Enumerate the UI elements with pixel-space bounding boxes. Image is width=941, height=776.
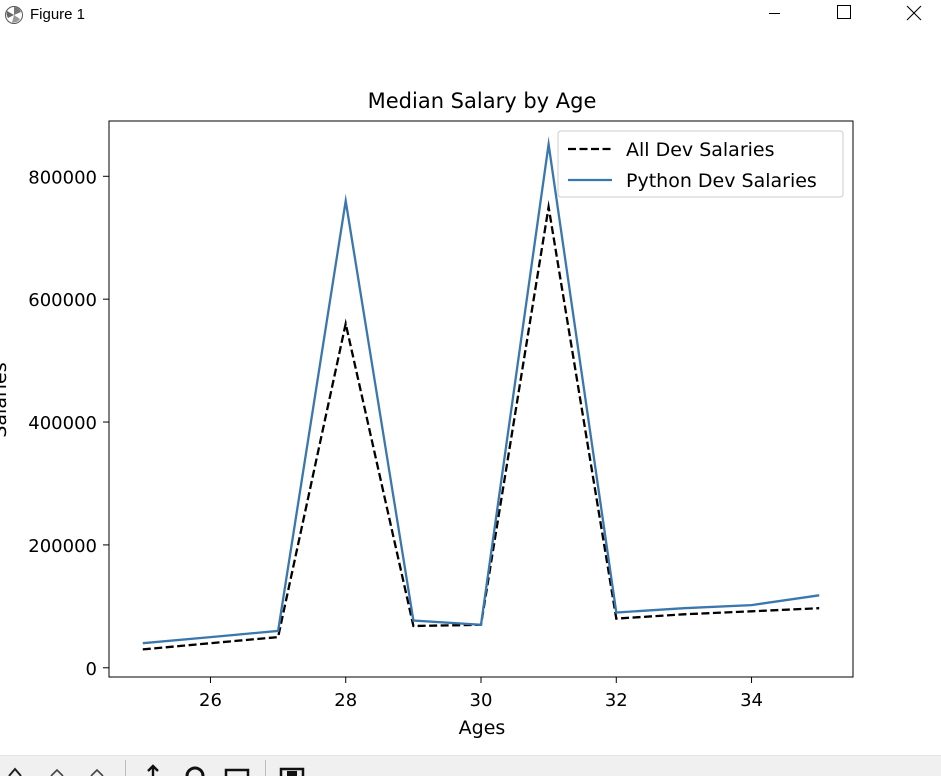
legend-label-all-dev: All Dev Salaries xyxy=(626,139,775,161)
x-axis-label: Ages xyxy=(459,717,506,739)
y-tick-label: 400000 xyxy=(28,413,97,434)
minimize-icon[interactable] xyxy=(752,0,798,30)
y-tick-label: 200000 xyxy=(28,536,97,557)
navigation-toolbar xyxy=(0,755,941,776)
chart-title: Median Salary by Age xyxy=(368,89,597,113)
save-icon[interactable] xyxy=(277,758,307,776)
y-axis-ticks: 0 200000 400000 600000 800000 xyxy=(28,167,109,679)
pan-icon[interactable] xyxy=(138,758,168,776)
x-tick-label: 30 xyxy=(470,690,493,711)
close-icon[interactable] xyxy=(892,0,938,30)
matplotlib-icon xyxy=(4,5,24,25)
chart-figure: Median Salary by Age 26 28 30 32 34 0 200000 4… xyxy=(0,30,941,755)
configure-subplots-icon[interactable] xyxy=(222,758,252,776)
back-icon[interactable] xyxy=(42,758,72,776)
x-tick-label: 32 xyxy=(605,690,628,711)
x-axis-ticks: 26 28 30 32 34 xyxy=(199,677,763,711)
window-titlebar: Figure 1 xyxy=(0,0,941,30)
maximize-icon[interactable] xyxy=(822,0,868,30)
forward-icon[interactable] xyxy=(82,758,112,776)
x-tick-label: 26 xyxy=(199,690,222,711)
legend-label-python-dev: Python Dev Salaries xyxy=(626,170,817,192)
window-title: Figure 1 xyxy=(30,6,85,23)
plot-area xyxy=(109,121,853,677)
toolbar-separator xyxy=(265,760,266,776)
y-tick-label: 800000 xyxy=(28,167,97,188)
x-tick-label: 34 xyxy=(740,690,763,711)
toolbar-separator xyxy=(125,760,126,776)
x-tick-label: 28 xyxy=(334,690,357,711)
zoom-icon[interactable] xyxy=(180,758,210,776)
legend: All Dev Salaries Python Dev Salaries xyxy=(558,131,843,197)
y-tick-label: 600000 xyxy=(28,290,97,311)
y-tick-label: 0 xyxy=(86,659,97,680)
home-icon[interactable] xyxy=(0,758,30,776)
y-axis-label: Salaries xyxy=(0,362,11,437)
